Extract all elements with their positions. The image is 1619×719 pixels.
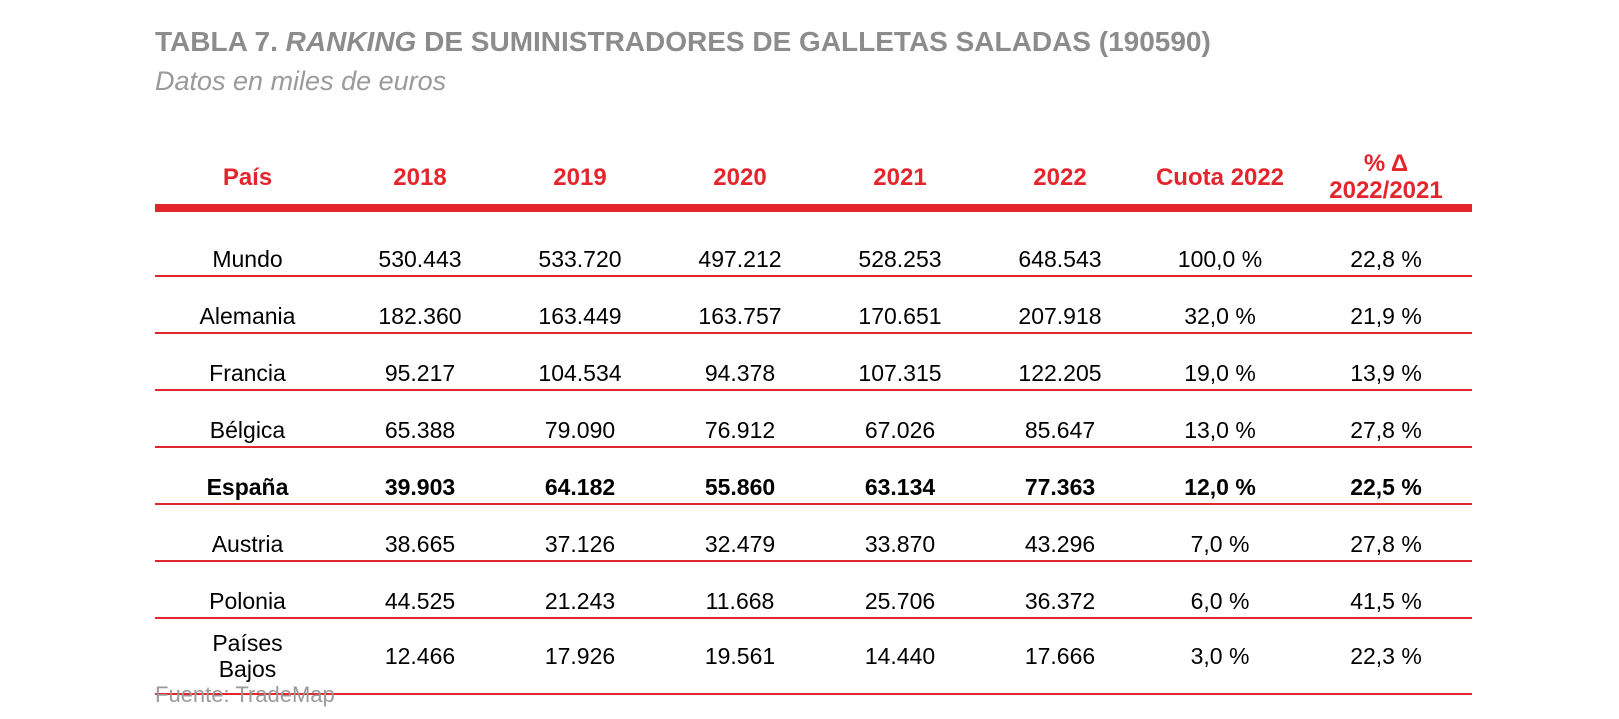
cell-pais: Mundo: [155, 208, 340, 277]
cell-2022: 43.296: [980, 504, 1140, 562]
cell-cuota: 6,0 %: [1140, 561, 1300, 619]
header-row: País 2018 2019 2020 2021 2022 Cuota 2022…: [155, 150, 1472, 212]
cell-delta: 27,8 %: [1300, 390, 1472, 448]
cell-delta: 22,5 %: [1300, 447, 1472, 505]
table-row: Austria 38.665 37.126 32.479 33.870 43.2…: [155, 504, 1472, 562]
header-2021: 2021: [820, 150, 980, 212]
cell-pais: Bélgica: [155, 390, 340, 448]
cell-2020: 55.860: [660, 447, 820, 505]
cell-delta: 22,8 %: [1300, 208, 1472, 277]
cell-2020: 32.479: [660, 504, 820, 562]
cell-2021: 528.253: [820, 208, 980, 277]
cell-2022: 85.647: [980, 390, 1140, 448]
cell-2021: 67.026: [820, 390, 980, 448]
cell-2021: 14.440: [820, 618, 980, 695]
table-row-highlight: España 39.903 64.182 55.860 63.134 77.36…: [155, 447, 1472, 505]
cell-pais: Francia: [155, 333, 340, 391]
header-pais: País: [155, 150, 340, 212]
cell-2019: 104.534: [500, 333, 660, 391]
table-row: Mundo 530.443 533.720 497.212 528.253 64…: [155, 208, 1472, 277]
cell-2018: 39.903: [340, 447, 500, 505]
cell-pais: España: [155, 447, 340, 505]
title-suffix: DE SUMINISTRADORES DE GALLETAS SALADAS (…: [424, 26, 1211, 57]
cell-delta: 27,8 %: [1300, 504, 1472, 562]
header-2022: 2022: [980, 150, 1140, 212]
header-2018: 2018: [340, 150, 500, 212]
cell-2019: 79.090: [500, 390, 660, 448]
ranking-table: País 2018 2019 2020 2021 2022 Cuota 2022…: [155, 150, 1472, 695]
cell-pais-line1: Países: [212, 630, 283, 656]
table-row: Alemania 182.360 163.449 163.757 170.651…: [155, 276, 1472, 334]
cell-2021: 33.870: [820, 504, 980, 562]
table-row: Países Bajos 12.466 17.926 19.561 14.440…: [155, 618, 1472, 695]
cell-2019: 64.182: [500, 447, 660, 505]
cell-2018: 182.360: [340, 276, 500, 334]
cell-2021: 63.134: [820, 447, 980, 505]
header-2020: 2020: [660, 150, 820, 212]
cell-pais: Austria: [155, 504, 340, 562]
table-row: Polonia 44.525 21.243 11.668 25.706 36.3…: [155, 561, 1472, 619]
header-delta-line2: 2022/2021: [1329, 177, 1443, 204]
cell-pais: Países Bajos: [155, 618, 340, 695]
cell-delta: 21,9 %: [1300, 276, 1472, 334]
cell-2018: 65.388: [340, 390, 500, 448]
cell-2021: 25.706: [820, 561, 980, 619]
cell-2020: 76.912: [660, 390, 820, 448]
cell-2020: 497.212: [660, 208, 820, 277]
cell-2022: 17.666: [980, 618, 1140, 695]
cell-cuota: 7,0 %: [1140, 504, 1300, 562]
cell-2022: 207.918: [980, 276, 1140, 334]
title-italic: RANKING: [285, 26, 417, 57]
cell-2022: 36.372: [980, 561, 1140, 619]
cell-2018: 95.217: [340, 333, 500, 391]
cell-cuota: 100,0 %: [1140, 208, 1300, 277]
table-title: TABLA 7. RANKING DE SUMINISTRADORES DE G…: [155, 26, 1211, 58]
cell-2019: 17.926: [500, 618, 660, 695]
header-delta-line1: % Δ: [1363, 150, 1409, 177]
table-row: Bélgica 65.388 79.090 76.912 67.026 85.6…: [155, 390, 1472, 448]
cell-pais: Alemania: [155, 276, 340, 334]
cell-cuota: 13,0 %: [1140, 390, 1300, 448]
cell-2020: 11.668: [660, 561, 820, 619]
header-2019: 2019: [500, 150, 660, 212]
cell-2020: 19.561: [660, 618, 820, 695]
cell-2020: 94.378: [660, 333, 820, 391]
cell-delta: 13,9 %: [1300, 333, 1472, 391]
cell-2018: 530.443: [340, 208, 500, 277]
cell-pais-line2: Bajos: [218, 656, 277, 682]
cell-pais: Polonia: [155, 561, 340, 619]
cell-delta: 41,5 %: [1300, 561, 1472, 619]
cell-2019: 533.720: [500, 208, 660, 277]
cell-2019: 21.243: [500, 561, 660, 619]
cell-cuota: 32,0 %: [1140, 276, 1300, 334]
cell-2021: 170.651: [820, 276, 980, 334]
header-cuota: Cuota 2022: [1140, 150, 1300, 212]
cell-2018: 44.525: [340, 561, 500, 619]
table-subtitle: Datos en miles de euros: [155, 66, 447, 96]
cell-cuota: 12,0 %: [1140, 447, 1300, 505]
cell-cuota: 3,0 %: [1140, 618, 1300, 695]
cell-2019: 163.449: [500, 276, 660, 334]
cell-2021: 107.315: [820, 333, 980, 391]
cell-cuota: 19,0 %: [1140, 333, 1300, 391]
cell-2018: 38.665: [340, 504, 500, 562]
cell-2022: 648.543: [980, 208, 1140, 277]
cell-delta: 22,3 %: [1300, 618, 1472, 695]
cell-2019: 37.126: [500, 504, 660, 562]
title-prefix: TABLA 7.: [155, 26, 278, 57]
table-row: Francia 95.217 104.534 94.378 107.315 12…: [155, 333, 1472, 391]
source-note: Fuente: TradeMap: [155, 682, 335, 707]
cell-2022: 77.363: [980, 447, 1140, 505]
header-delta: % Δ 2022/2021: [1300, 150, 1472, 212]
cell-2022: 122.205: [980, 333, 1140, 391]
cell-2018: 12.466: [340, 618, 500, 695]
cell-2020: 163.757: [660, 276, 820, 334]
